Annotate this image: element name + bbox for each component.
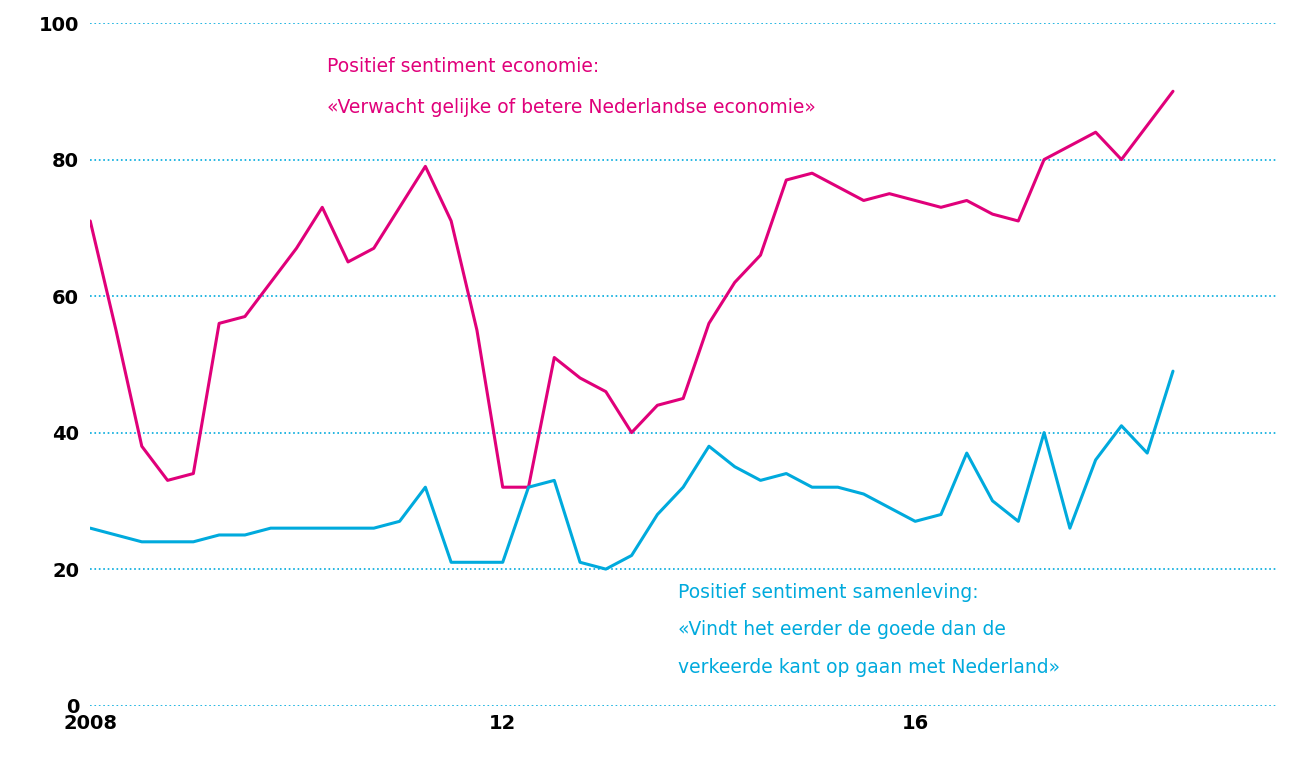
Text: Positief sentiment economie:: Positief sentiment economie:	[327, 58, 599, 76]
Text: verkeerde kant op gaan met Nederland»: verkeerde kant op gaan met Nederland»	[678, 658, 1060, 676]
Text: Positief sentiment samenleving:: Positief sentiment samenleving:	[678, 583, 978, 602]
Text: «Vindt het eerder de goede dan de: «Vindt het eerder de goede dan de	[678, 621, 1005, 640]
Text: «Verwacht gelijke of betere Nederlandse economie»: «Verwacht gelijke of betere Nederlandse …	[327, 98, 816, 117]
